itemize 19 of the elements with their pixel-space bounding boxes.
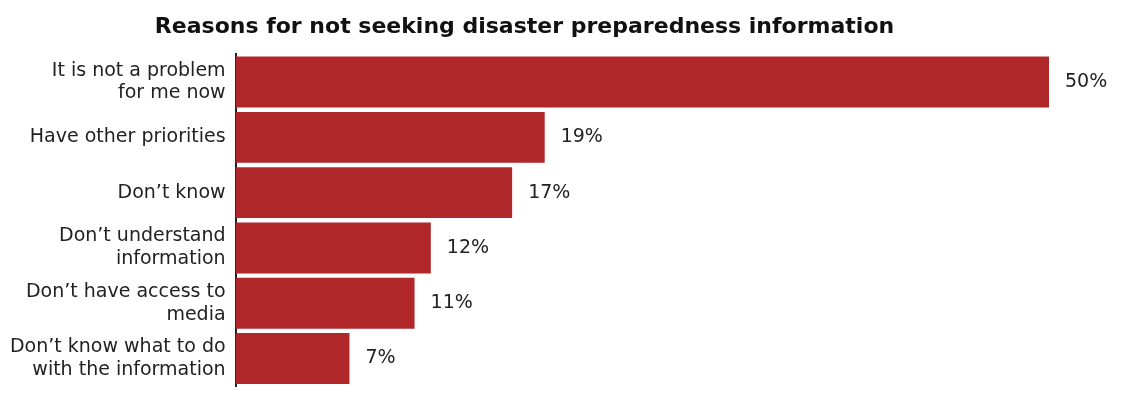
data-label: 50% bbox=[1065, 68, 1108, 91]
y-tick-label: Don’t understand information bbox=[59, 223, 226, 269]
bar bbox=[235, 56, 1049, 108]
y-tick-label: Don’t have access to media bbox=[25, 278, 226, 324]
bar bbox=[235, 277, 415, 329]
data-label: 7% bbox=[365, 345, 396, 368]
chart-title: Reasons for not seeking disaster preparedness information bbox=[154, 12, 895, 38]
y-tick-label: Don’t know what to do with the information bbox=[9, 334, 226, 379]
data-label: 17% bbox=[528, 179, 571, 202]
bar bbox=[235, 111, 545, 163]
y-tick-label: Have other priorities bbox=[29, 124, 226, 147]
bar bbox=[235, 333, 350, 384]
data-label: 11% bbox=[430, 290, 473, 313]
y-tick-label: Don’t know bbox=[117, 179, 226, 202]
data-label: 12% bbox=[446, 234, 490, 257]
bar bbox=[235, 222, 431, 274]
data-label: 19% bbox=[560, 124, 603, 147]
bar bbox=[235, 167, 513, 219]
y-tick-label: It is not a problem for me now bbox=[51, 57, 226, 103]
